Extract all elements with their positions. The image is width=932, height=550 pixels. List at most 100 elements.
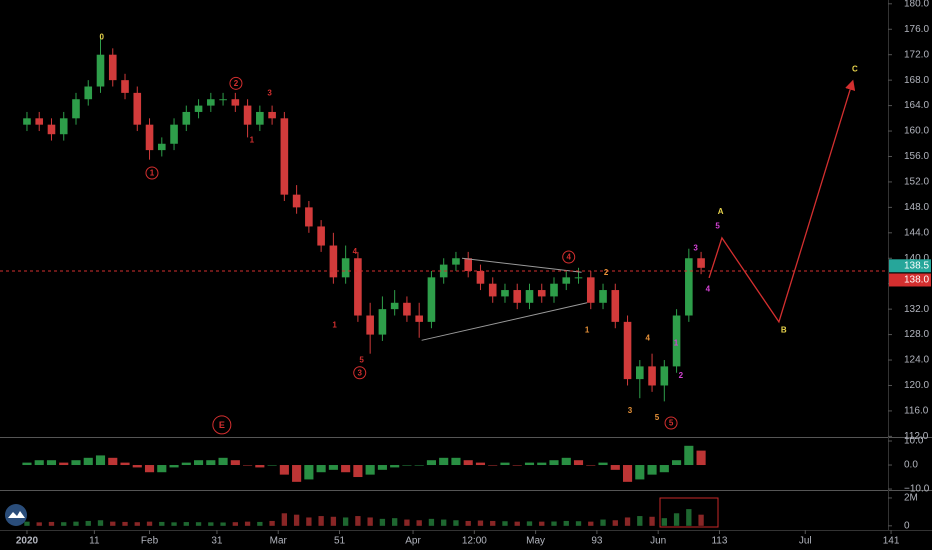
candle-body — [268, 111, 276, 119]
wave-label: 2 — [234, 79, 239, 88]
volume-bar — [122, 521, 128, 526]
candle-body — [329, 245, 338, 278]
y-tick-label: 140.0 — [904, 253, 929, 264]
y-tick-label: 168.0 — [904, 75, 929, 86]
y-tick-label: 124.0 — [904, 355, 929, 366]
volume-bar — [514, 521, 520, 526]
volume-bar — [220, 522, 226, 526]
oscillator-bar — [230, 460, 240, 466]
volume-bar — [318, 516, 324, 526]
price-tag-label: 138.5 — [904, 260, 929, 271]
oscillator-bar — [635, 465, 645, 480]
candle-body — [84, 86, 93, 100]
candle-body — [623, 321, 632, 380]
candle-body — [648, 366, 656, 386]
candle-body — [390, 302, 399, 310]
oscillator-bar — [610, 465, 620, 470]
wave-label: C — [852, 64, 858, 73]
oscillator-bar — [463, 460, 473, 466]
volume-bar — [330, 516, 337, 526]
oscillator-bar — [488, 465, 498, 466]
volume-bar — [526, 521, 533, 526]
x-tick-label: 12:00 — [462, 536, 487, 547]
wave-label: 3 — [358, 368, 363, 377]
price-tag — [889, 273, 931, 287]
wave-projection — [708, 79, 856, 324]
x-tick-label: Jun — [650, 536, 666, 547]
volume-bar — [195, 522, 202, 526]
wave-label: 2 — [604, 268, 609, 277]
pane — [0, 36, 888, 435]
candle-body — [231, 99, 240, 106]
volume-bar — [624, 517, 631, 526]
volume-bar — [36, 522, 42, 526]
oscillator-bar — [414, 465, 424, 466]
oscillator-bar — [181, 462, 191, 466]
volume-bar — [306, 517, 312, 526]
candle-body — [452, 258, 460, 265]
volume-bar — [342, 517, 349, 526]
x-tick-label: 2020 — [16, 536, 39, 547]
volume-bar — [661, 518, 667, 526]
wave-label: 2 — [679, 371, 684, 380]
oscillator-bar — [157, 465, 167, 473]
oscillator-bar — [365, 465, 375, 475]
candle-body — [256, 111, 264, 125]
wave-label-circle — [562, 250, 576, 264]
volume-bar — [134, 522, 140, 526]
oscillator-bar — [451, 457, 461, 466]
oscillator-bar — [108, 457, 118, 466]
volume-bar — [588, 521, 594, 526]
candle-body — [562, 277, 571, 284]
oscillator-bar — [598, 462, 608, 466]
candle-body — [121, 80, 129, 93]
wave-label: B — [781, 326, 787, 335]
wave-label: 5 — [715, 221, 720, 230]
volume-bar — [232, 522, 238, 526]
volume-bar — [502, 521, 508, 526]
oscillator-bar — [120, 462, 130, 466]
volume-bar — [477, 520, 484, 526]
oscillator-bar — [341, 465, 351, 473]
wave-label: 3 — [693, 244, 698, 253]
y-tick-label: 120.0 — [904, 380, 929, 391]
oscillator-bar — [169, 465, 179, 468]
candle-body — [488, 283, 497, 297]
oscillator-bar — [475, 462, 486, 466]
candle-body — [194, 105, 203, 112]
volume-bar — [563, 520, 569, 526]
y-tick-label: 148.0 — [904, 202, 929, 213]
volume-bar — [649, 516, 655, 526]
volume-bar — [24, 521, 30, 526]
oscillator-bar — [561, 457, 571, 466]
oscillator-bar — [22, 462, 32, 466]
oscillator-bar — [684, 445, 694, 466]
candle-body — [243, 105, 252, 125]
oscillator-bar — [193, 460, 204, 466]
candle-body — [672, 315, 681, 367]
volume-bar — [539, 521, 545, 526]
oscillator-bar — [304, 465, 314, 480]
candle-body — [59, 118, 68, 135]
oscillator-bar — [500, 462, 510, 466]
oscillator-bar — [132, 465, 142, 468]
price-tag-label: 138.0 — [904, 275, 929, 286]
x-tick-label: 51 — [334, 536, 346, 547]
oscillator-bar — [267, 465, 277, 466]
y-tick-label: 10.0 — [904, 436, 924, 447]
candle-body — [525, 290, 534, 303]
candle-body — [501, 290, 509, 297]
oscillator-bar — [524, 462, 535, 466]
oscillator-bar — [647, 465, 657, 475]
oscillator-bar — [83, 457, 93, 466]
wave-label-circle — [212, 415, 232, 435]
oscillator-bar — [586, 465, 596, 466]
x-tick-label: Feb — [141, 536, 159, 547]
wave-label: 4 — [566, 253, 571, 262]
y-tick-label: 152.0 — [904, 177, 929, 188]
volume-bar — [97, 520, 104, 526]
candle-body — [72, 99, 80, 119]
volume-bar — [48, 521, 55, 526]
volume-bar — [110, 521, 116, 526]
y-tick-label: 2M — [904, 493, 918, 504]
